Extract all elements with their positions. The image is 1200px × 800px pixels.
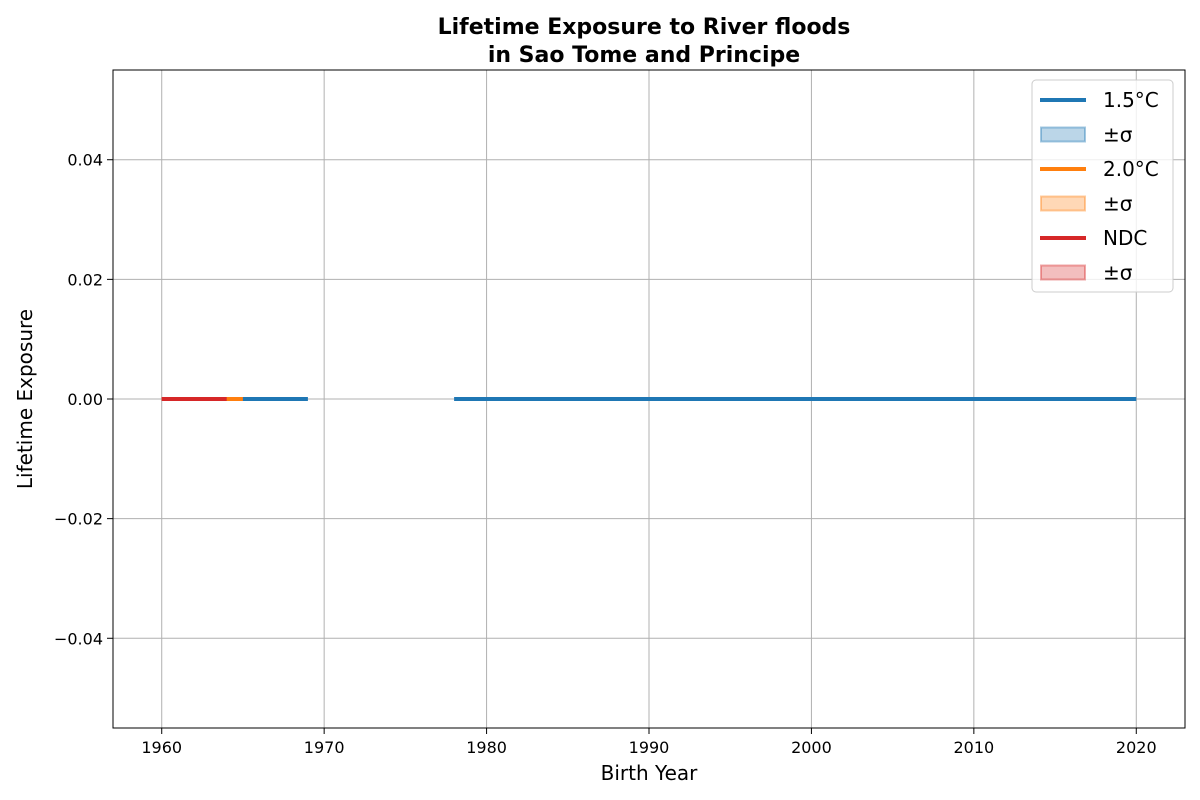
legend-label: ±σ <box>1103 123 1133 147</box>
x-tick-label: 2010 <box>953 738 994 757</box>
legend-label: NDC <box>1103 226 1147 250</box>
x-tick-label: 1990 <box>629 738 670 757</box>
y-tick-label: −0.02 <box>54 510 103 529</box>
legend-label: 1.5°C <box>1103 88 1159 112</box>
legend-label: ±σ <box>1103 261 1133 285</box>
y-axis: −0.04 −0.02 0.00 0.02 0.04 <box>54 151 113 648</box>
legend: 1.5°C ±σ 2.0°C ±σ NDC ±σ <box>1031 79 1174 293</box>
x-tick-label: 2000 <box>791 738 832 757</box>
x-axis-label: Birth Year <box>601 761 698 785</box>
y-tick-label: 0.02 <box>67 270 103 289</box>
chart-title-line-2: in Sao Tome and Principe <box>488 43 800 68</box>
x-axis: 1960 1970 1980 1990 2000 2010 2020 <box>141 728 1157 757</box>
y-axis-label: Lifetime Exposure <box>13 309 37 489</box>
chart-title-line-1: Lifetime Exposure to River floods <box>438 15 851 40</box>
x-tick-label: 1970 <box>304 738 345 757</box>
y-tick-label: −0.04 <box>54 629 103 648</box>
legend-band-swatch <box>1040 264 1086 281</box>
legend-label: ±σ <box>1103 192 1133 216</box>
x-tick-label: 2020 <box>1116 738 1157 757</box>
x-tick-label: 1960 <box>141 738 182 757</box>
legend-band-swatch <box>1040 195 1086 212</box>
legend-label: 2.0°C <box>1103 157 1159 181</box>
y-tick-label: 0.00 <box>67 390 103 409</box>
x-tick-label: 1980 <box>466 738 507 757</box>
legend-band-swatch <box>1040 126 1086 143</box>
y-tick-label: 0.04 <box>67 151 103 170</box>
